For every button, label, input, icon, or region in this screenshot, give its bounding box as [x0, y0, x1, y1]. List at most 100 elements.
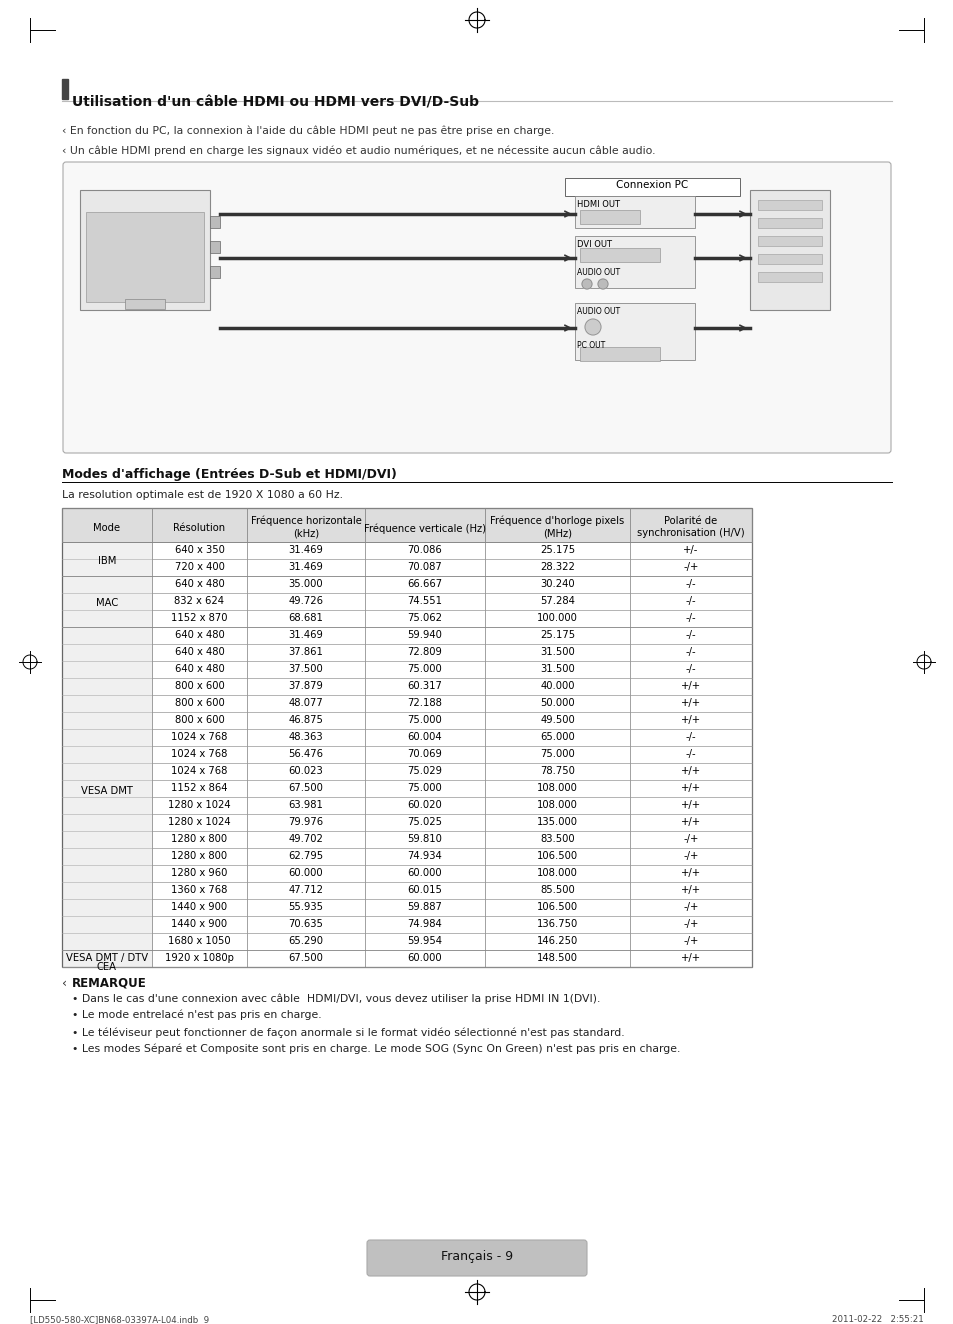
Bar	[758, 271, 821, 282]
Text: • Les modes Séparé et Composite sont pris en charge. Le mode SOG (Sync On Green): • Les modes Séparé et Composite sont pri…	[71, 1045, 679, 1054]
Text: 74.934: 74.934	[407, 851, 442, 861]
Text: +/+: +/+	[680, 953, 700, 963]
Text: 106.500: 106.500	[537, 851, 578, 861]
Text: -/+: -/+	[682, 919, 698, 929]
Text: 640 x 480: 640 x 480	[174, 630, 224, 639]
Text: 146.250: 146.250	[537, 936, 578, 947]
Text: 31.500: 31.500	[539, 665, 575, 674]
Bar	[247, 730, 365, 745]
Bar	[484, 576, 629, 593]
Text: 28.322: 28.322	[539, 561, 575, 572]
Text: +/-: +/-	[682, 545, 698, 555]
Text: Fréquence horizontale: Fréquence horizontale	[251, 516, 361, 527]
Text: 108.000: 108.000	[537, 782, 578, 793]
Text: PC OUT: PC OUT	[577, 342, 604, 350]
Text: 50.000: 50.000	[539, 698, 575, 708]
Bar	[629, 882, 751, 899]
Bar	[484, 780, 629, 797]
Text: 1280 x 1024: 1280 x 1024	[168, 817, 231, 828]
Text: 832 x 624: 832 x 624	[174, 596, 224, 606]
Bar	[579, 347, 659, 361]
Bar	[484, 882, 629, 899]
Bar	[247, 797, 365, 814]
Bar	[152, 643, 247, 661]
Text: 70.087: 70.087	[407, 561, 442, 572]
Bar	[365, 559, 484, 576]
Bar	[365, 847, 484, 865]
Text: 1280 x 960: 1280 x 960	[172, 869, 228, 878]
Bar	[629, 610, 751, 628]
Text: +/+: +/+	[680, 817, 700, 828]
Text: synchronisation (H/V): synchronisation (H/V)	[637, 528, 744, 538]
Bar	[247, 695, 365, 712]
Text: 1680 x 1050: 1680 x 1050	[168, 936, 231, 947]
Text: 46.875: 46.875	[288, 715, 323, 726]
Text: 108.000: 108.000	[537, 800, 578, 810]
Text: 75.000: 75.000	[407, 782, 442, 793]
Text: ‹: ‹	[62, 977, 67, 990]
Text: 49.500: 49.500	[539, 715, 575, 726]
Text: 48.363: 48.363	[289, 732, 323, 741]
Bar	[629, 780, 751, 797]
Bar	[247, 780, 365, 797]
Bar	[484, 695, 629, 712]
Text: 31.500: 31.500	[539, 647, 575, 657]
Bar	[629, 695, 751, 712]
Text: • Le téléviseur peut fonctionner de façon anormale si le format vidéo sélectionn: • Le téléviseur peut fonctionner de faço…	[71, 1027, 624, 1038]
Text: 75.000: 75.000	[407, 715, 442, 726]
Bar	[365, 678, 484, 695]
Bar	[365, 643, 484, 661]
Text: 31.469: 31.469	[288, 545, 323, 555]
Bar	[629, 661, 751, 678]
Text: Mode: Mode	[93, 523, 120, 534]
Text: 136.750: 136.750	[537, 919, 578, 929]
Bar	[365, 916, 484, 933]
Bar	[80, 191, 210, 310]
Text: +/+: +/+	[680, 800, 700, 810]
Bar	[629, 797, 751, 814]
Text: 66.667: 66.667	[407, 579, 442, 589]
Text: IBM: IBM	[98, 556, 116, 565]
Bar	[152, 847, 247, 865]
Text: 148.500: 148.500	[537, 953, 578, 963]
Bar	[579, 211, 639, 224]
Bar	[247, 882, 365, 899]
Text: Fréquence verticale (Hz): Fréquence verticale (Hz)	[364, 523, 485, 534]
Bar	[629, 831, 751, 847]
Bar	[210, 216, 220, 228]
Text: ‹ Un câble HDMI prend en charge les signaux vidéo et audio numériques, et ne néc: ‹ Un câble HDMI prend en charge les sign…	[62, 146, 655, 155]
Text: +/+: +/+	[680, 681, 700, 691]
Bar	[247, 593, 365, 610]
Bar	[125, 299, 165, 308]
Bar	[247, 831, 365, 847]
Text: 640 x 480: 640 x 480	[174, 579, 224, 589]
Bar	[247, 814, 365, 831]
Text: 31.469: 31.469	[288, 561, 323, 572]
Bar	[152, 831, 247, 847]
Text: 68.681: 68.681	[288, 613, 323, 624]
Text: Fréquence d'horloge pixels: Fréquence d'horloge pixels	[490, 516, 624, 527]
Text: 75.025: 75.025	[407, 817, 442, 828]
Bar	[247, 712, 365, 730]
Bar	[629, 712, 751, 730]
Bar	[579, 248, 659, 262]
Bar	[365, 865, 484, 882]
Bar	[484, 831, 629, 847]
Bar	[484, 797, 629, 814]
Bar	[629, 847, 751, 865]
Bar	[247, 745, 365, 763]
Text: 35.000: 35.000	[289, 579, 323, 589]
Bar	[247, 576, 365, 593]
Text: 49.702: 49.702	[288, 834, 323, 843]
Text: 60.004: 60.004	[407, 732, 442, 741]
Bar	[484, 745, 629, 763]
Bar	[484, 814, 629, 831]
Bar	[247, 916, 365, 933]
Bar	[247, 661, 365, 678]
Text: 49.726: 49.726	[288, 596, 323, 606]
Text: (kHz): (kHz)	[293, 528, 318, 538]
Bar	[484, 763, 629, 780]
Bar	[152, 933, 247, 951]
Text: 1152 x 864: 1152 x 864	[172, 782, 228, 793]
Text: 37.861: 37.861	[288, 647, 323, 657]
